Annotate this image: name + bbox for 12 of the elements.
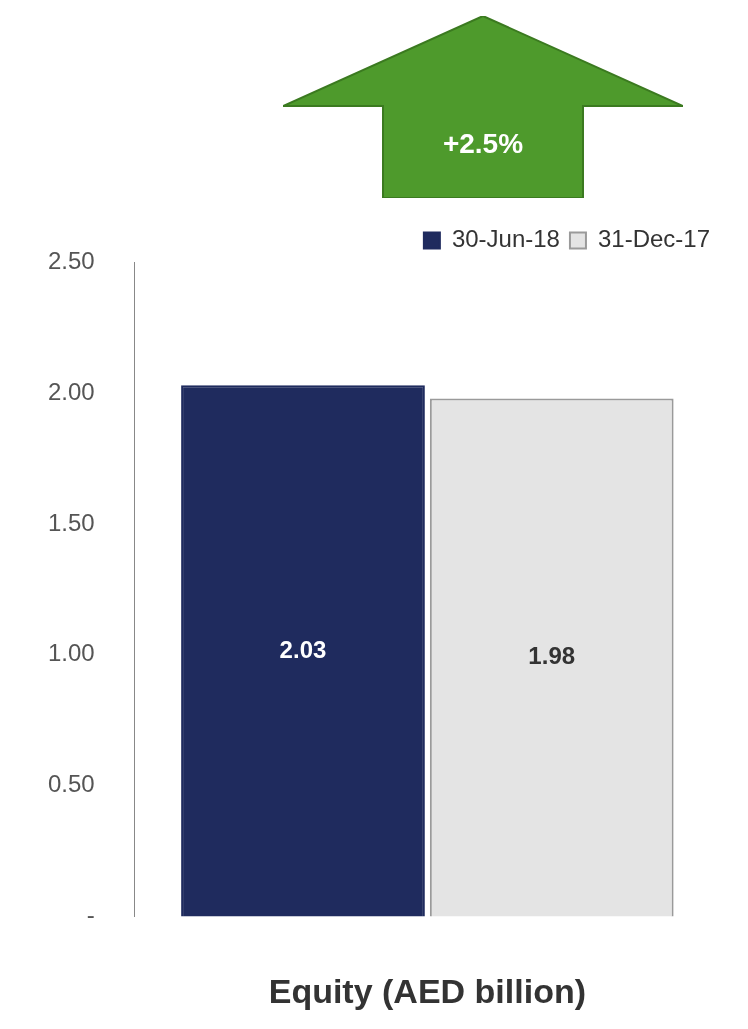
y-tick-label: 2.50 bbox=[47, 247, 95, 275]
y-tick-label: 1.00 bbox=[47, 639, 95, 667]
legend-label: 31-Dec-17 bbox=[597, 225, 711, 253]
y-tick-label: - bbox=[86, 901, 95, 929]
legend-label: 30-Jun-18 bbox=[451, 225, 560, 253]
x-axis-title: Equity (AED billion) bbox=[268, 971, 587, 1010]
y-tick-label: 2.00 bbox=[47, 377, 95, 405]
data-label: 2.03 bbox=[279, 635, 327, 663]
y-tick-label: 1.50 bbox=[47, 508, 95, 536]
y-tick-label: 0.50 bbox=[47, 770, 95, 798]
text: +2.5% bbox=[441, 128, 525, 160]
data-label: 1.98 bbox=[528, 642, 576, 670]
